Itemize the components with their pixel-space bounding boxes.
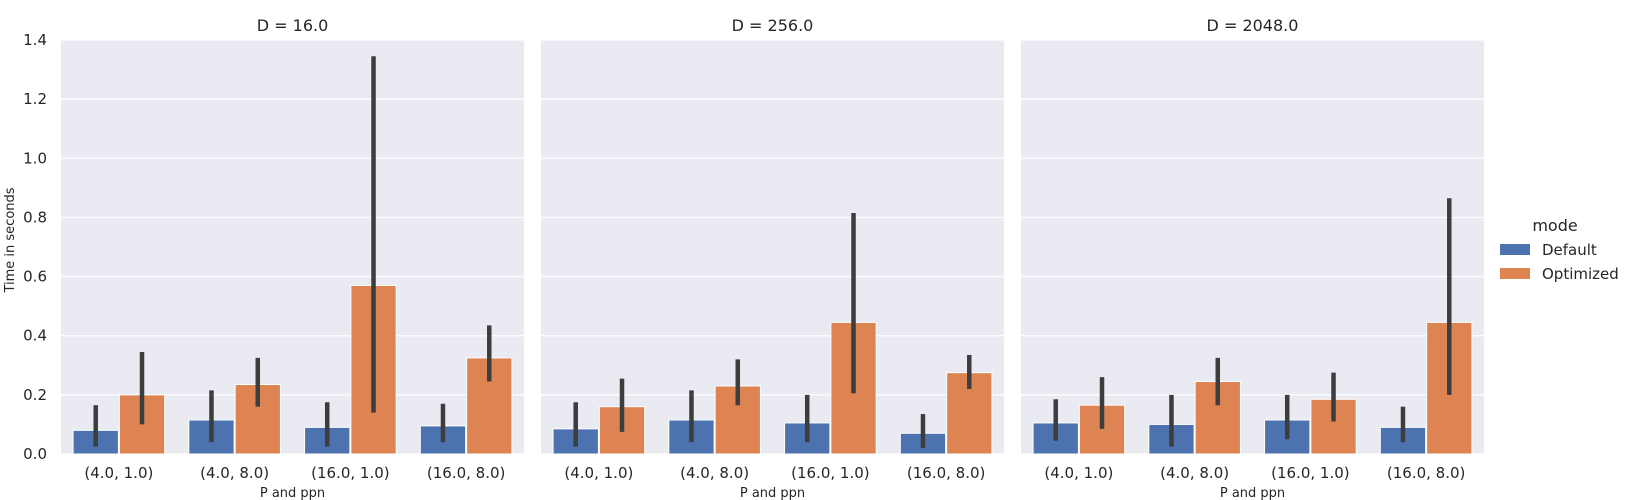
plot-background bbox=[1021, 40, 1484, 454]
legend-label-optimized: Optimized bbox=[1542, 265, 1619, 283]
y-tick-label: 1.2 bbox=[23, 90, 47, 108]
y-axis-label: Time in seconds bbox=[3, 187, 18, 293]
panel-title: D = 256.0 bbox=[732, 16, 814, 35]
x-tick-label: (4.0, 1.0) bbox=[1044, 464, 1113, 482]
x-tick-label: (4.0, 8.0) bbox=[200, 464, 269, 482]
x-tick-label: (4.0, 8.0) bbox=[680, 464, 749, 482]
panel-1: 0.0 0.2 0.4 0.6 0.8 1.0 1.2 1.4 D = 16.0 (4.0, 1.… bbox=[23, 16, 524, 500]
x-tick-label: (4.0, 1.0) bbox=[564, 464, 633, 482]
x-tick-label: (16.0, 8.0) bbox=[427, 464, 506, 482]
y-tick-label: 0.4 bbox=[23, 327, 47, 345]
legend: mode Default Optimized bbox=[1500, 216, 1619, 283]
x-tick-label: (16.0, 8.0) bbox=[907, 464, 986, 482]
legend-label-default: Default bbox=[1542, 241, 1597, 259]
x-tick-label: (4.0, 8.0) bbox=[1160, 464, 1229, 482]
y-tick-label: 1.0 bbox=[23, 149, 47, 167]
y-tick-label: 0.2 bbox=[23, 386, 47, 404]
panel-3: D = 2048.0 (4.0, 1.0) (4.0, 8.0) (16.0, 1.0… bbox=[1021, 16, 1484, 500]
x-tick-label: (16.0, 8.0) bbox=[1387, 464, 1466, 482]
y-tick-label: 0.6 bbox=[23, 268, 47, 286]
x-tick-label: (16.0, 1.0) bbox=[791, 464, 870, 482]
x-tick-label: (16.0, 1.0) bbox=[1271, 464, 1350, 482]
panel-title: D = 16.0 bbox=[257, 16, 329, 35]
legend-swatch-default bbox=[1500, 244, 1530, 255]
x-axis-label: P and ppn bbox=[740, 486, 805, 500]
x-tick-label: (4.0, 1.0) bbox=[84, 464, 153, 482]
x-axis-label: P and ppn bbox=[260, 486, 325, 500]
legend-swatch-optimized bbox=[1500, 268, 1530, 279]
y-tick-label: 0.0 bbox=[23, 445, 47, 463]
legend-title: mode bbox=[1532, 216, 1577, 235]
plot-background bbox=[541, 40, 1004, 454]
y-tick-label: 1.4 bbox=[23, 31, 47, 49]
x-tick-label: (16.0, 1.0) bbox=[311, 464, 390, 482]
panel-2: D = 256.0 (4.0, 1.0) (4.0, 8.0) (16.0, 1.0)… bbox=[541, 16, 1004, 500]
panel-title: D = 2048.0 bbox=[1207, 16, 1299, 35]
y-tick-label: 0.8 bbox=[23, 208, 47, 226]
x-axis-label: P and ppn bbox=[1220, 486, 1285, 500]
plot-background bbox=[61, 40, 524, 454]
panels: 0.0 0.2 0.4 0.6 0.8 1.0 1.2 1.4 D = 16.0 (4.0, 1.… bbox=[23, 16, 1484, 500]
